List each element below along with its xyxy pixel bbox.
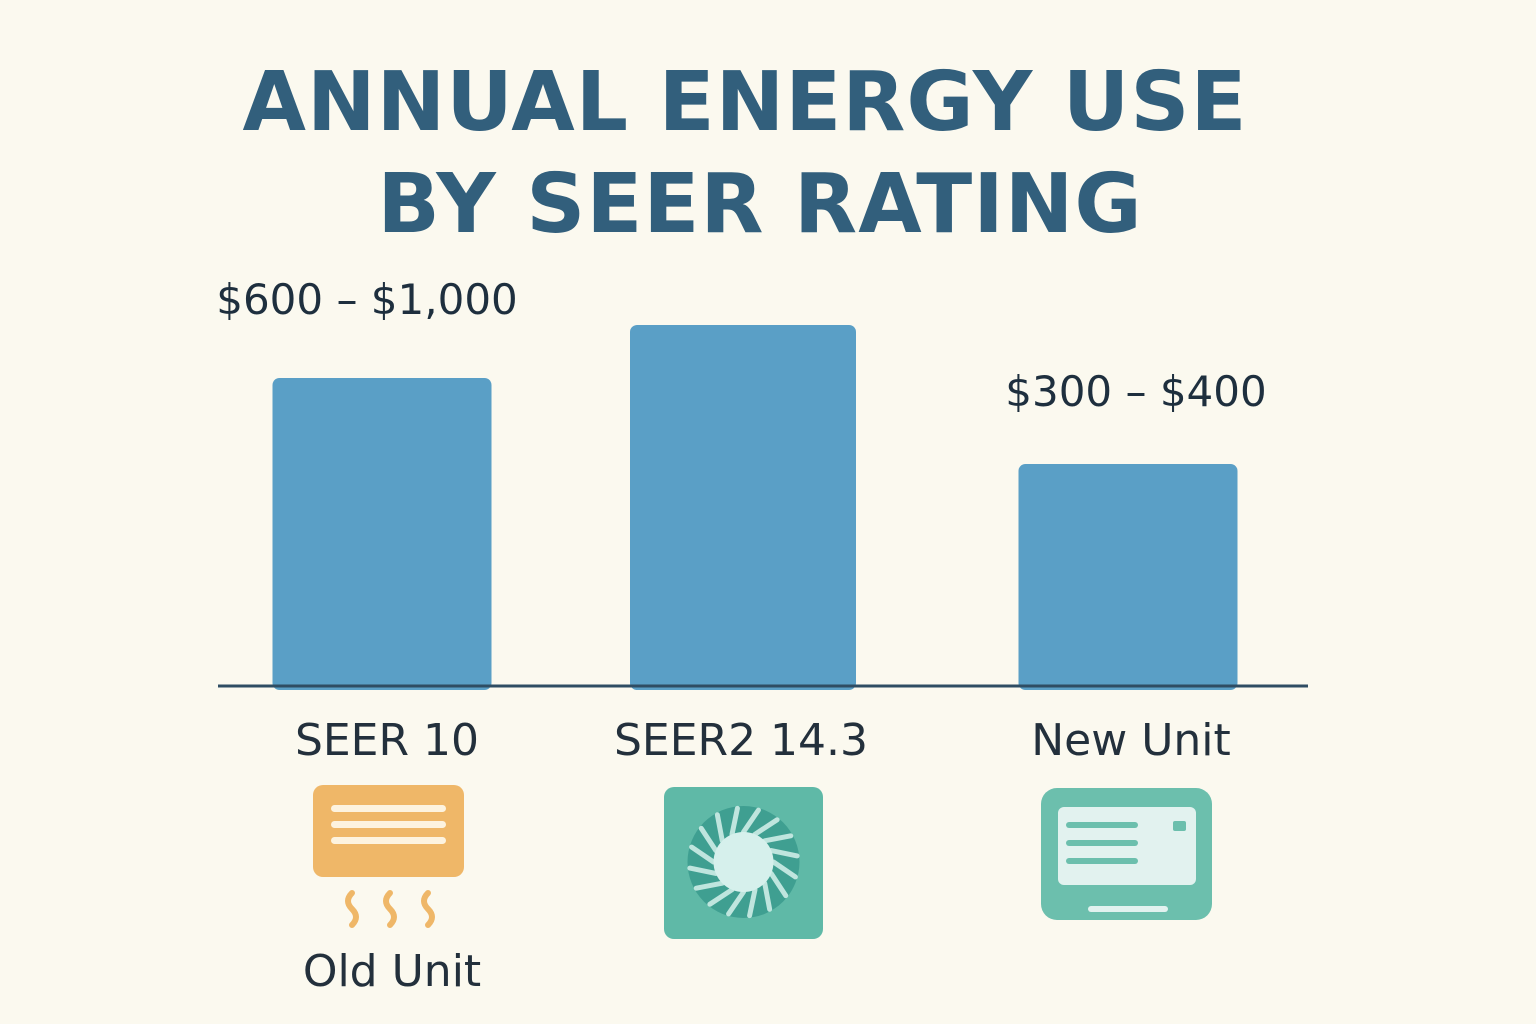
fan-blade	[762, 880, 773, 912]
fan-blade	[693, 880, 725, 891]
chart-title-line-2: BY SEER RATING	[377, 157, 1142, 252]
category-label-new-unit: New Unit	[1031, 715, 1231, 766]
chart-title: ANNUAL ENERGY USE BY SEER RATING	[243, 55, 1248, 252]
fan-blade	[698, 825, 719, 854]
fan-blade	[771, 859, 798, 880]
fan-blade	[768, 870, 789, 899]
fan-blade	[741, 807, 761, 835]
value-labels-layer: $600 – $1,000 $300 – $400	[216, 275, 1267, 416]
bar-seer2-14-3	[630, 325, 856, 690]
fan-blade	[714, 812, 725, 844]
fan-blade	[689, 844, 716, 865]
bars-layer	[272, 325, 1238, 690]
fan-blade	[762, 833, 794, 844]
fan-condenser-icon	[664, 787, 823, 939]
chart-title-line-1: ANNUAL ENERGY USE	[243, 55, 1248, 150]
old-unit-label: Old Unit	[303, 946, 481, 997]
fan-blade	[729, 805, 740, 837]
fan-blade	[726, 889, 746, 917]
category-labels-layer: SEER 10 SEER2 14.3 New Unit	[295, 715, 1231, 766]
fan-blade	[687, 865, 719, 876]
old-unit-heater-icon	[313, 785, 464, 928]
bar-new-unit	[1018, 464, 1238, 690]
fan-blade	[752, 817, 780, 837]
bar-seer-10	[272, 378, 492, 690]
category-label-seer2-14-3: SEER2 14.3	[614, 715, 868, 766]
category-label-seer-10: SEER 10	[295, 715, 479, 766]
value-label-new-unit: $300 – $400	[1005, 367, 1266, 416]
fan-blade	[768, 848, 800, 859]
value-label-seer-10: $600 – $1,000	[216, 275, 518, 324]
fan-blade	[707, 887, 735, 907]
new-ac-unit-icon	[1041, 788, 1212, 920]
fan-blade	[747, 887, 758, 919]
